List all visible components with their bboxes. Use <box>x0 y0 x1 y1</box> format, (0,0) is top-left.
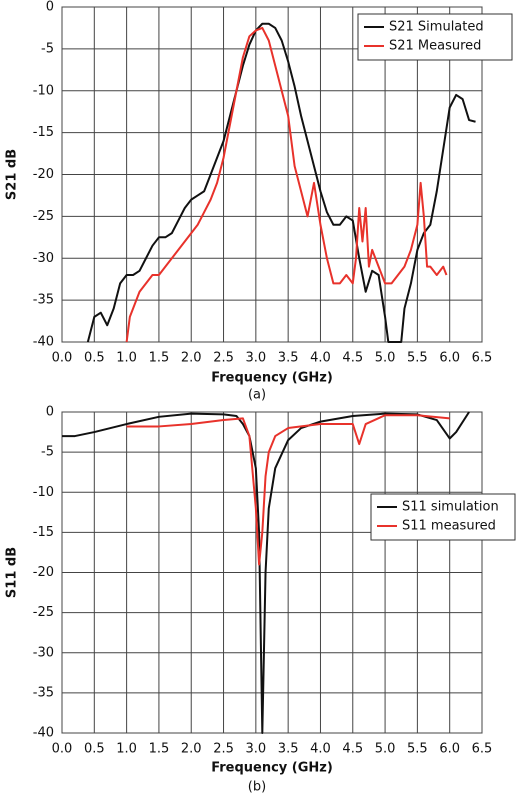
x-tick-label: 3.5 <box>278 742 299 757</box>
x-tick-label: 0.0 <box>52 742 73 757</box>
y-tick-label: -5 <box>41 41 54 56</box>
legend-label: S21 Measured <box>389 39 481 54</box>
x-tick-label: 5.5 <box>407 742 428 757</box>
plot: 0.0 0.5 1.0 1.5 2.0 2.5 3.0 3.5 4.0 4.5 5.0 5.5 6.0 6… <box>5 405 516 795</box>
x-tick-label: 3.0 <box>246 351 267 366</box>
y-tick-label: -35 <box>33 685 54 700</box>
x-tick-label: 0.0 <box>52 351 73 366</box>
legend-label: S11 measured <box>402 519 496 534</box>
y-tick-label: -5 <box>41 445 54 460</box>
x-tick-label: 2.5 <box>213 351 234 366</box>
series-line <box>126 414 450 566</box>
x-tick-label: 4.0 <box>310 351 331 366</box>
x-tick-label: 4.5 <box>342 351 363 366</box>
x-axis-label: Frequency (GHz) <box>211 761 333 776</box>
y-axis-label: S11 dB <box>5 547 20 598</box>
y-tick-label: -25 <box>33 209 54 224</box>
legend-box <box>370 493 516 541</box>
x-tick-label: 5.0 <box>375 351 396 366</box>
caption: (a) <box>248 388 266 403</box>
x-axis-label: Frequency (GHz) <box>211 371 333 386</box>
x-tick-label: 1.5 <box>149 742 170 757</box>
legend-box <box>357 13 513 61</box>
caption: (b) <box>248 780 266 795</box>
legend-label: S11 simulation <box>402 500 499 515</box>
x-tick-label: 3.0 <box>246 742 267 757</box>
series-line <box>125 26 448 343</box>
y-tick-label: -35 <box>33 293 54 308</box>
y-tick-label: -10 <box>33 83 54 98</box>
y-axis-label: S21 dB <box>5 149 20 200</box>
y-tick-label: 0 <box>46 0 54 15</box>
x-tick-label: 6.5 <box>472 351 493 366</box>
y-tick-label: -10 <box>33 485 54 500</box>
y-tick-label: 0 <box>46 405 54 420</box>
x-tick-label: 2.5 <box>213 742 234 757</box>
series-line <box>86 22 476 343</box>
plot: 0.0 0.5 1.0 1.5 2.0 2.5 3.0 3.5 4.0 4.5 5.0 5.5 6.0 6… <box>5 0 513 403</box>
y-tick-label: -40 <box>33 726 54 741</box>
x-tick-label: 0.5 <box>84 742 105 757</box>
y-tick-label: -15 <box>33 125 54 140</box>
x-tick-label: 4.0 <box>310 742 331 757</box>
x-tick-label: 1.0 <box>116 351 137 366</box>
y-tick-label: -25 <box>33 605 54 620</box>
x-tick-label: 6.0 <box>439 351 460 366</box>
x-tick-label: 1.5 <box>149 351 170 366</box>
x-tick-label: 6.5 <box>472 742 493 757</box>
y-tick-label: -15 <box>33 525 54 540</box>
x-tick-label: 0.5 <box>84 351 105 366</box>
y-tick-label: -30 <box>33 251 54 266</box>
x-tick-label: 1.0 <box>116 742 137 757</box>
y-tick-label: -40 <box>33 335 54 350</box>
y-tick-label: -20 <box>33 167 54 182</box>
x-tick-label: 5.5 <box>407 351 428 366</box>
x-tick-label: 3.5 <box>278 351 299 366</box>
x-tick-label: 6.0 <box>439 742 460 757</box>
y-tick-label: -20 <box>33 565 54 580</box>
y-tick-label: -30 <box>33 645 54 660</box>
x-tick-label: 4.5 <box>342 742 363 757</box>
legend-label: S21 Simulated <box>389 20 484 35</box>
x-tick-label: 2.0 <box>181 742 202 757</box>
x-tick-label: 2.0 <box>181 351 202 366</box>
x-tick-label: 5.0 <box>375 742 396 757</box>
